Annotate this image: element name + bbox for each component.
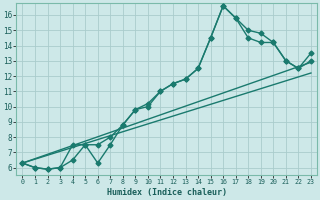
X-axis label: Humidex (Indice chaleur): Humidex (Indice chaleur) bbox=[107, 188, 227, 197]
